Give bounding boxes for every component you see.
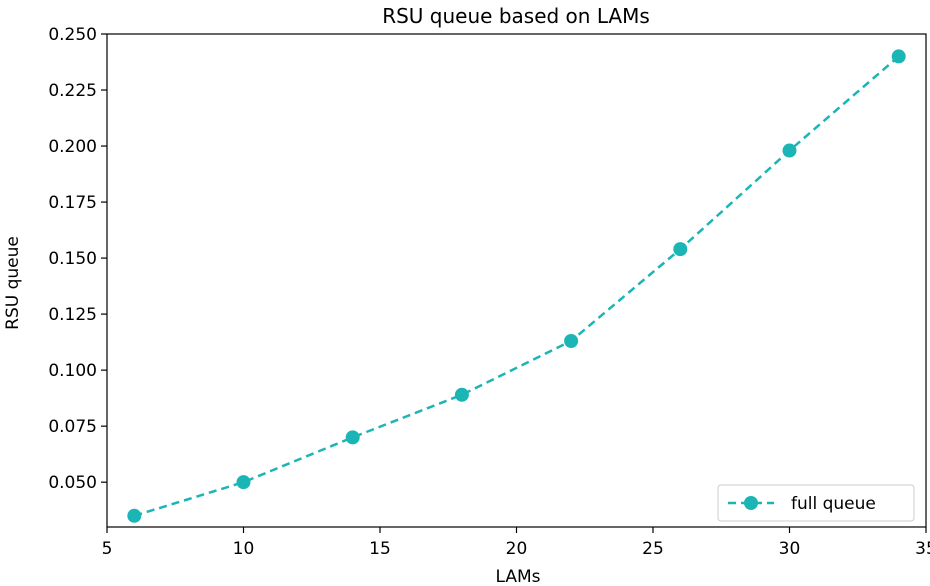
y-tick-label: 0.150 [48, 249, 97, 269]
x-tick-label: 25 [642, 539, 664, 559]
series-line [133, 55, 900, 517]
y-tick-label: 0.050 [48, 473, 97, 493]
y-tick-label: 0.075 [48, 417, 97, 437]
legend-label: full queue [791, 494, 876, 514]
legend: full queue [717, 484, 915, 522]
data-point [127, 508, 142, 523]
data-point [782, 143, 797, 158]
chart-title: RSU queue based on LAMs [382, 4, 650, 28]
y-axis: 0.050 0.075 0.100 0.125 0.150 0.175 0.200 0.225… [48, 25, 107, 493]
plot-area [106, 33, 927, 528]
x-tick-label: 5 [102, 539, 113, 559]
data-point [891, 49, 906, 64]
x-tick-label: 15 [369, 539, 391, 559]
data-point [673, 242, 688, 257]
x-axis: 5 10 15 20 25 30 35 [102, 527, 930, 559]
legend-box [717, 484, 915, 522]
x-axis-title: LAMs [495, 567, 540, 586]
x-tick-label: 20 [506, 539, 528, 559]
y-tick-label: 0.100 [48, 361, 97, 381]
data-point [564, 334, 579, 349]
y-tick-label: 0.125 [48, 305, 97, 325]
data-point [345, 430, 360, 445]
y-tick-label: 0.225 [48, 81, 97, 101]
data-point [236, 475, 251, 490]
x-tick-label: 30 [779, 539, 801, 559]
y-tick-label: 0.175 [48, 193, 97, 213]
data-point [454, 387, 469, 402]
x-tick-label: 10 [233, 539, 255, 559]
series-full-queue [127, 49, 906, 523]
y-tick-label: 0.200 [48, 137, 97, 157]
y-axis-title: RSU queue [3, 236, 23, 330]
legend-marker [744, 496, 758, 510]
x-tick-label: 35 [915, 539, 930, 559]
y-tick-label: 0.250 [48, 25, 97, 45]
